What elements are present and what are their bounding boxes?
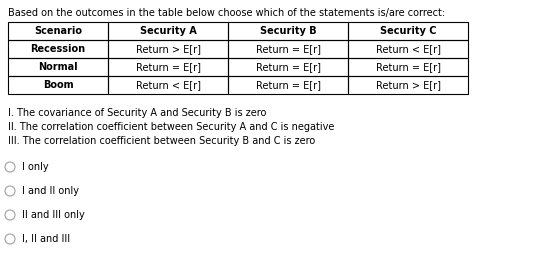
Text: I, II and III: I, II and III (22, 234, 70, 244)
Text: Return < E[r]: Return < E[r] (135, 80, 201, 90)
Text: Return > E[r]: Return > E[r] (135, 44, 201, 54)
Text: Return > E[r]: Return > E[r] (375, 80, 441, 90)
Text: Recession: Recession (30, 44, 86, 54)
Text: II. The correlation coefficient between Security A and C is negative: II. The correlation coefficient between … (8, 122, 335, 132)
Text: II and III only: II and III only (22, 210, 85, 220)
Text: Scenario: Scenario (34, 26, 82, 36)
Text: Return = E[r]: Return = E[r] (255, 44, 321, 54)
Text: Return = E[r]: Return = E[r] (255, 62, 321, 72)
Text: III. The correlation coefficient between Security B and C is zero: III. The correlation coefficient between… (8, 136, 315, 146)
Text: I. The covariance of Security A and Security B is zero: I. The covariance of Security A and Secu… (8, 108, 267, 118)
Text: I only: I only (22, 162, 49, 172)
Text: Return = E[r]: Return = E[r] (375, 62, 441, 72)
Text: Based on the outcomes in the table below choose which of the statements is/are c: Based on the outcomes in the table below… (8, 8, 445, 18)
Text: Security C: Security C (380, 26, 436, 36)
Text: Security B: Security B (260, 26, 316, 36)
Text: I and II only: I and II only (22, 186, 79, 196)
Text: Return = E[r]: Return = E[r] (135, 62, 201, 72)
Text: Boom: Boom (43, 80, 74, 90)
Text: Return < E[r]: Return < E[r] (375, 44, 441, 54)
Text: Return = E[r]: Return = E[r] (255, 80, 321, 90)
Text: Normal: Normal (38, 62, 78, 72)
Text: Security A: Security A (139, 26, 196, 36)
